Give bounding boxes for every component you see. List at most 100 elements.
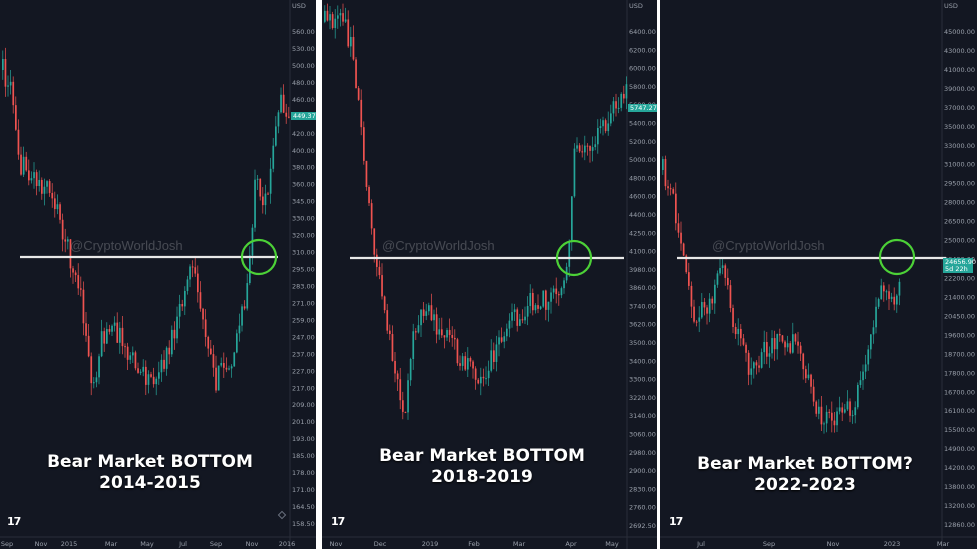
candle-body <box>163 359 165 369</box>
candle-body <box>524 316 526 321</box>
candle-body <box>818 406 820 414</box>
y-tick-label: 13800.00 <box>944 483 975 491</box>
candle-body <box>223 362 225 368</box>
y-tick-label: 4250.00 <box>629 229 656 237</box>
y-tick-label: 4800.00 <box>629 174 656 182</box>
y-tick-label: 2692.50 <box>629 522 656 530</box>
candle-body <box>326 10 329 21</box>
candle-body <box>571 196 573 242</box>
candle-body <box>477 379 480 384</box>
candle-body <box>599 126 602 128</box>
candle-body <box>35 172 38 187</box>
candle-body <box>480 376 482 384</box>
y-tick-label: 35000.00 <box>944 123 975 131</box>
candle-body <box>810 374 812 387</box>
candle-body <box>396 373 399 380</box>
candle-body <box>370 203 373 229</box>
candle-body <box>511 312 513 321</box>
y-tick-label: 21400.00 <box>944 293 975 301</box>
caption: Bear Market BOTTOM 2014-2015 <box>0 452 300 494</box>
candle-body <box>20 154 22 175</box>
candle-body <box>773 338 776 350</box>
candle-body <box>870 334 872 350</box>
price-tag-label: 24656.90 <box>945 258 976 266</box>
x-tick-label: Nov <box>827 540 840 548</box>
candle-body <box>485 378 487 380</box>
candle-body <box>415 331 417 333</box>
candle-body <box>145 366 147 385</box>
candle-body <box>126 346 129 360</box>
candle-body <box>121 327 124 347</box>
y-tick-label: 480.00 <box>292 79 315 87</box>
candle-body <box>344 19 347 22</box>
candle-body <box>487 370 490 379</box>
axis-currency-label: USD <box>629 2 643 10</box>
candle-body <box>324 10 326 22</box>
candle-body <box>15 105 17 130</box>
x-tick-label: Dec <box>374 540 387 548</box>
candle-body <box>376 254 378 267</box>
y-tick-label: 28000.00 <box>944 199 975 207</box>
y-tick-label: 201.00 <box>292 418 315 426</box>
candle-body <box>119 327 121 343</box>
y-tick-label: 45000.00 <box>944 28 975 36</box>
candle-body <box>672 189 675 194</box>
candle-body <box>623 93 625 99</box>
candle-body <box>711 298 714 304</box>
candle-body <box>667 186 669 189</box>
y-tick-label: 420.00 <box>292 130 315 138</box>
y-tick-label: 164.50 <box>292 503 315 511</box>
candle-body <box>838 407 841 412</box>
candle-body <box>165 347 168 369</box>
candle-body <box>493 350 495 362</box>
candle-body <box>38 179 41 187</box>
candle-body <box>836 411 838 426</box>
highlight-circle <box>555 239 593 277</box>
y-tick-label: 295.00 <box>292 266 315 274</box>
candle-body <box>428 305 430 312</box>
candle-body <box>30 178 33 181</box>
candle-body <box>521 319 524 321</box>
candle-body <box>547 301 550 310</box>
y-tick-label: 4600.00 <box>629 193 656 201</box>
candle-body <box>732 308 734 327</box>
y-tick-label: 14200.00 <box>944 464 975 472</box>
candle-body <box>469 358 472 362</box>
candle-body <box>331 14 334 28</box>
candle-body <box>4 59 7 87</box>
candle-body <box>236 333 238 353</box>
candle-body <box>573 148 576 197</box>
candle-body <box>688 272 690 286</box>
candle-body <box>160 359 163 373</box>
candle-body <box>417 325 420 333</box>
candle-body <box>171 329 173 355</box>
candle-body <box>282 94 285 113</box>
candle-body <box>854 407 857 416</box>
watermark: @CryptoWorldJosh <box>70 238 183 253</box>
candle-body <box>189 266 191 280</box>
y-tick-label: 18700.00 <box>944 350 975 358</box>
y-tick-label: 259.00 <box>292 316 315 324</box>
y-tick-label: 178.00 <box>292 469 315 477</box>
candle-body <box>789 343 792 353</box>
candle-body <box>851 415 854 417</box>
candle-body <box>737 328 740 335</box>
x-tick-label: Feb <box>468 540 480 548</box>
candle-body <box>685 255 688 273</box>
candle-body <box>243 306 246 309</box>
candle-body <box>695 321 698 323</box>
candle-body <box>103 331 106 344</box>
candle-body <box>54 198 56 210</box>
candle-body <box>584 145 586 153</box>
candle-body <box>347 19 350 47</box>
candle-body <box>191 266 194 268</box>
chart-svg-2014: USD560.00530.00500.00480.00460.00440.004… <box>0 0 316 549</box>
candle-body <box>872 327 875 335</box>
candle-body <box>513 309 516 313</box>
candle-body <box>230 366 233 369</box>
candle-body <box>176 316 178 339</box>
candle-body <box>433 314 435 321</box>
candle-body <box>360 99 363 128</box>
candle-body <box>147 374 150 385</box>
candle-body <box>355 59 357 89</box>
